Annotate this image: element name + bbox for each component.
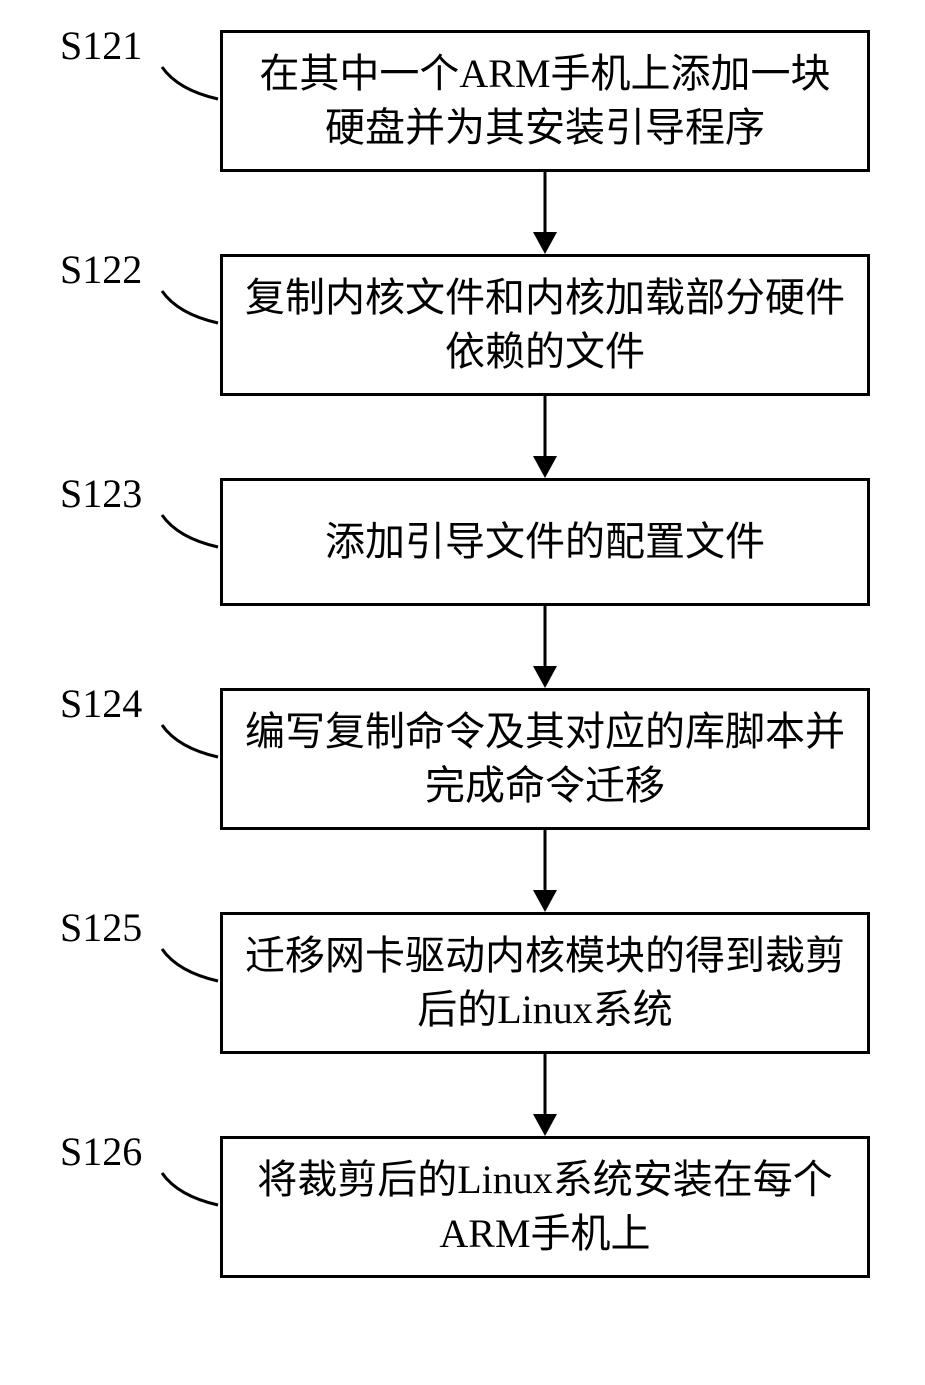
step-text: 添加引导文件的配置文件 bbox=[325, 515, 765, 569]
label-connector-line bbox=[160, 947, 220, 987]
label-connector-line bbox=[160, 1171, 220, 1211]
label-connector-line bbox=[160, 513, 220, 553]
arrow-down-icon bbox=[220, 1054, 870, 1136]
step-box: 将裁剪后的Linux系统安装在每个ARM手机上 bbox=[220, 1136, 870, 1278]
flow-step: S122 复制内核文件和内核加载部分硬件依赖的文件 bbox=[70, 254, 890, 396]
label-connector-line bbox=[160, 723, 220, 763]
step-box: 在其中一个ARM手机上添加一块硬盘并为其安装引导程序 bbox=[220, 30, 870, 172]
flow-step: S126 将裁剪后的Linux系统安装在每个ARM手机上 bbox=[70, 1136, 890, 1278]
flow-step: S123 添加引导文件的配置文件 bbox=[70, 478, 890, 606]
step-box: 复制内核文件和内核加载部分硬件依赖的文件 bbox=[220, 254, 870, 396]
step-text: 在其中一个ARM手机上添加一块硬盘并为其安装引导程序 bbox=[245, 47, 845, 155]
arrow-down-icon bbox=[220, 606, 870, 688]
step-box: 编写复制命令及其对应的库脚本并完成命令迁移 bbox=[220, 688, 870, 830]
arrow-down-icon bbox=[220, 396, 870, 478]
step-id-label: S123 bbox=[60, 470, 142, 517]
step-id-label: S121 bbox=[60, 22, 142, 69]
step-text: 复制内核文件和内核加载部分硬件依赖的文件 bbox=[245, 271, 845, 379]
step-id-label: S124 bbox=[60, 680, 142, 727]
step-text: 将裁剪后的Linux系统安装在每个ARM手机上 bbox=[245, 1153, 845, 1261]
step-id-label: S122 bbox=[60, 246, 142, 293]
step-id-label: S125 bbox=[60, 904, 142, 951]
flow-step: S124 编写复制命令及其对应的库脚本并完成命令迁移 bbox=[70, 688, 890, 830]
arrow-down-icon bbox=[220, 172, 870, 254]
step-text: 编写复制命令及其对应的库脚本并完成命令迁移 bbox=[245, 705, 845, 813]
label-connector-line bbox=[160, 289, 220, 329]
flow-step: S125 迁移网卡驱动内核模块的得到裁剪后的Linux系统 bbox=[70, 912, 890, 1054]
step-text: 迁移网卡驱动内核模块的得到裁剪后的Linux系统 bbox=[245, 929, 845, 1037]
label-connector-line bbox=[160, 65, 220, 105]
flowchart-container: S121 在其中一个ARM手机上添加一块硬盘并为其安装引导程序 S122 复制内… bbox=[70, 30, 890, 1278]
step-box: 迁移网卡驱动内核模块的得到裁剪后的Linux系统 bbox=[220, 912, 870, 1054]
arrow-down-icon bbox=[220, 830, 870, 912]
step-id-label: S126 bbox=[60, 1128, 142, 1175]
flow-step: S121 在其中一个ARM手机上添加一块硬盘并为其安装引导程序 bbox=[70, 30, 890, 172]
step-box: 添加引导文件的配置文件 bbox=[220, 478, 870, 606]
